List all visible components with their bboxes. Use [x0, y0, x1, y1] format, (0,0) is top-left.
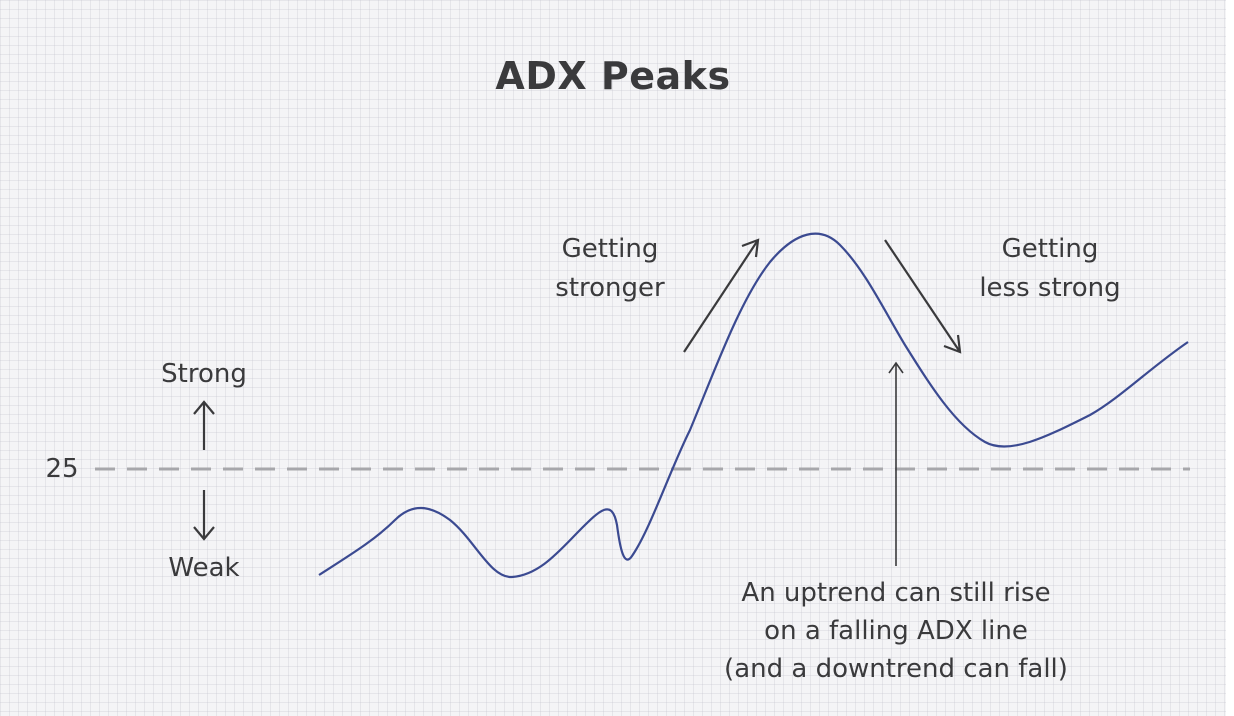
- diagram-title: ADX Peaks: [495, 54, 731, 98]
- note-line2: on a falling ADX line: [764, 616, 1028, 646]
- strong-label: Strong: [161, 359, 247, 389]
- note-line3: (and a downtrend can fall): [724, 654, 1068, 684]
- falling-label-line1: Getting: [1001, 234, 1099, 264]
- weak-label: Weak: [168, 553, 240, 583]
- note-line1: An uptrend can still rise: [741, 578, 1051, 608]
- falling-label-line2: less strong: [979, 273, 1121, 303]
- falling-arrow: [884, 239, 962, 354]
- note-pointer-arrow: [888, 361, 904, 566]
- rising-label-line2: stronger: [555, 273, 665, 303]
- adx-line: [318, 232, 1189, 579]
- strong-up-arrow: [193, 400, 215, 450]
- weak-down-arrow: [193, 490, 215, 541]
- rising-label: Getting stronger: [540, 230, 680, 308]
- threshold-value-label: 25: [45, 454, 79, 484]
- rising-arrow: [683, 238, 760, 353]
- falling-label: Getting less strong: [960, 230, 1140, 308]
- rising-label-line1: Getting: [561, 234, 659, 264]
- note-label: An uptrend can still rise on a falling A…: [686, 574, 1106, 688]
